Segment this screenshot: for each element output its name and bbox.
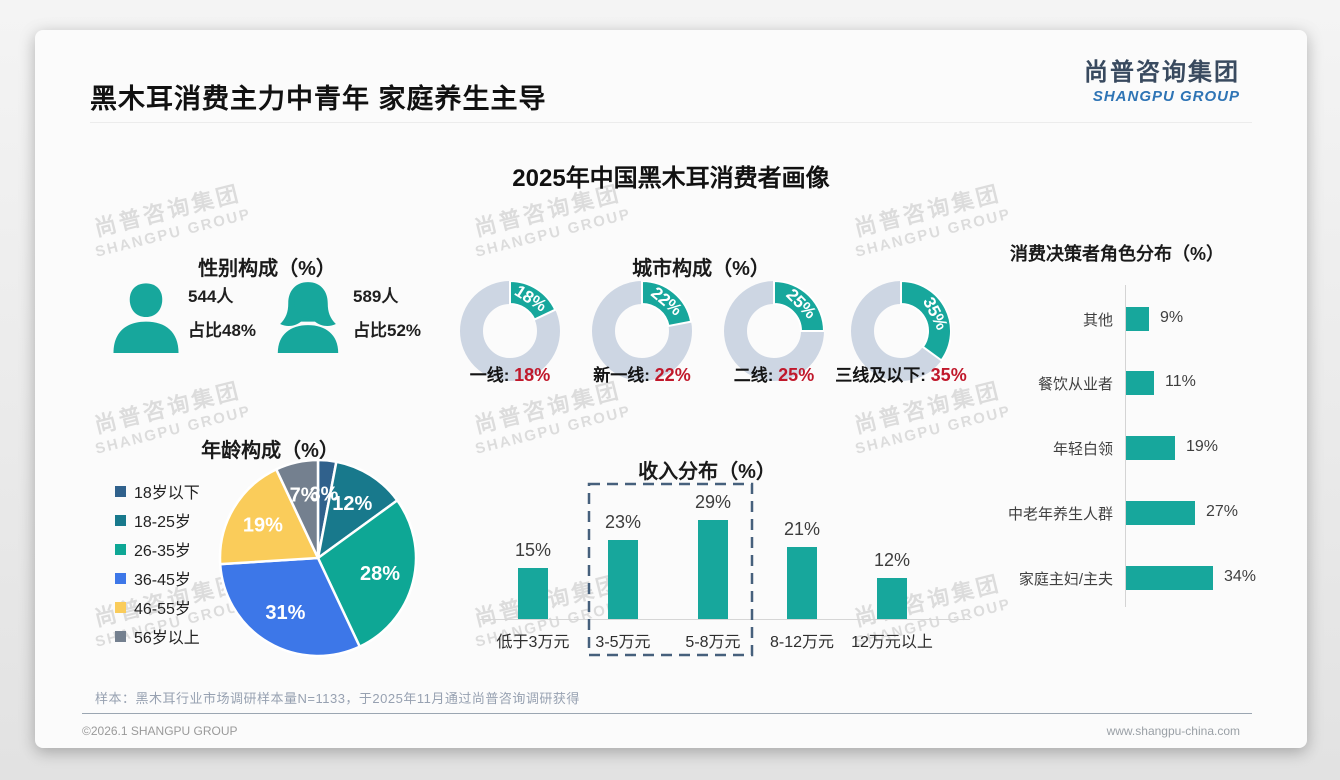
decision-category-label: 其他 xyxy=(1082,312,1113,329)
income-baseline xyxy=(480,619,970,620)
sample-footnote: 样本：黑木耳行业市场调研样本量N=1133，于2025年11月通过尚普咨询调研获… xyxy=(95,691,580,706)
svg-text:31%: 31% xyxy=(265,602,305,624)
decision-value-label: 27% xyxy=(1206,503,1239,520)
logo-en-text: SHANGPU GROUP xyxy=(1092,88,1240,105)
donut-新一线: 22% xyxy=(592,281,692,381)
decision-value-label: 19% xyxy=(1186,438,1219,455)
income-value-label: 15% xyxy=(514,540,552,560)
income-value-label: 29% xyxy=(694,492,732,512)
age-pie-svg: 3%12% 28% 31% 19% 7% xyxy=(218,458,418,658)
decision-category-label: 中老年养生人群 xyxy=(1007,506,1113,523)
decision-value-label: 34% xyxy=(1224,568,1257,585)
income-bar xyxy=(608,540,638,619)
income-bar xyxy=(787,547,817,619)
chart-subtitle: 2025年中国黑木耳消费者画像 xyxy=(512,165,830,192)
decision-category-label: 年轻白领 xyxy=(1052,441,1113,458)
legend-label: 18岁以下 xyxy=(134,485,200,502)
decision-category-label: 家庭主妇/主夫 xyxy=(1018,571,1113,588)
decision-axis-line xyxy=(1125,285,1126,607)
decision-bar xyxy=(1126,436,1175,460)
svg-text:7%: 7% xyxy=(290,485,319,507)
income-bar xyxy=(877,578,907,619)
svg-text:12%: 12% xyxy=(332,493,372,515)
income-highlight-box xyxy=(587,482,754,657)
legend-label: 18-25岁 xyxy=(134,514,191,531)
legend-swatch xyxy=(115,572,126,584)
male-share: 占比48% xyxy=(188,321,257,340)
legend-item: 18岁以下 xyxy=(115,480,200,502)
legend-label: 56岁以上 xyxy=(134,630,200,647)
legend-swatch xyxy=(115,630,126,642)
legend-swatch xyxy=(115,514,126,526)
donut-caption: 二线: 25% xyxy=(733,365,815,385)
footer-copyright: ©2026.1 SHANGPU GROUP xyxy=(82,724,238,738)
decision-bar xyxy=(1126,566,1213,590)
decision-section-title: 消费决策者角色分布（%） xyxy=(1010,244,1225,264)
donut-三线及以下: 35% xyxy=(851,281,951,381)
income-category-label: 12万元以上 xyxy=(851,634,933,651)
female-count: 589人 xyxy=(353,287,399,306)
legend-item: 26-35岁 xyxy=(115,538,191,560)
income-bar xyxy=(698,520,728,619)
donut-二线: 25% xyxy=(724,281,824,381)
income-value-label: 21% xyxy=(783,519,821,539)
footer-website: www.shangpu-china.com xyxy=(1106,724,1240,738)
income-category-label: 8-12万元 xyxy=(769,634,835,651)
legend-swatch xyxy=(115,601,126,613)
income-section-title: 收入分布（%） xyxy=(638,461,776,483)
decision-bar xyxy=(1126,371,1154,395)
company-logo: 尚普咨询集团 SHANGPU GROUP xyxy=(1084,52,1240,105)
donut-caption: 新一线: 22% xyxy=(593,365,691,385)
page-title: 黑木耳消费主力中青年 家庭养生主导 xyxy=(90,84,547,114)
gender-section-title: 性别构成（%） xyxy=(198,258,336,280)
svg-text:3%: 3% xyxy=(310,483,339,505)
legend-label: 26-35岁 xyxy=(134,543,191,560)
decision-bar xyxy=(1126,501,1195,525)
donut-caption: 一线: 18% xyxy=(469,365,551,385)
age-pie-chart: 3% 12% 28% 31% 19% 7% xyxy=(218,458,418,658)
income-category-label: 5-8万元 xyxy=(685,634,741,651)
donut-caption: 三线及以下: 35% xyxy=(835,365,967,385)
decision-category-label: 餐饮从业者 xyxy=(1037,376,1113,393)
female-icon xyxy=(273,281,343,353)
logo-cn-text: 尚普咨询集团 xyxy=(1084,59,1240,86)
decision-bar xyxy=(1126,307,1149,331)
legend-item: 56岁以上 xyxy=(115,625,200,647)
male-icon xyxy=(111,281,181,353)
male-count: 544人 xyxy=(188,287,234,306)
city-section-title: 城市构成（%） xyxy=(632,258,770,280)
svg-text:28%: 28% xyxy=(360,563,400,585)
legend-item: 46-55岁 xyxy=(115,596,191,618)
decision-value-label: 9% xyxy=(1160,309,1184,326)
slide-card: 尚普咨询集团 SHANGPU GROUP 尚普咨询集团 SHANGPU GROUP 尚普… xyxy=(35,30,1307,748)
footer-divider xyxy=(82,713,1252,714)
female-share: 占比52% xyxy=(353,321,422,340)
legend-item: 36-45岁 xyxy=(115,567,191,589)
income-category-label: 低于3万元 xyxy=(496,634,570,651)
header-divider xyxy=(90,122,1252,123)
legend-label: 46-55岁 xyxy=(134,601,191,618)
income-category-label: 3-5万元 xyxy=(595,634,651,651)
decision-value-label: 11% xyxy=(1165,373,1196,390)
income-bar xyxy=(518,568,548,619)
income-value-label: 23% xyxy=(604,512,642,532)
svg-text:19%: 19% xyxy=(243,514,283,536)
legend-swatch xyxy=(115,543,126,555)
age-section-title: 年龄构成（%） xyxy=(201,440,339,462)
legend-swatch xyxy=(115,485,126,497)
donut-一线: 18% xyxy=(460,281,560,381)
legend-label: 36-45岁 xyxy=(134,572,191,589)
income-value-label: 12% xyxy=(873,550,911,570)
legend-item: 18-25岁 xyxy=(115,509,191,531)
